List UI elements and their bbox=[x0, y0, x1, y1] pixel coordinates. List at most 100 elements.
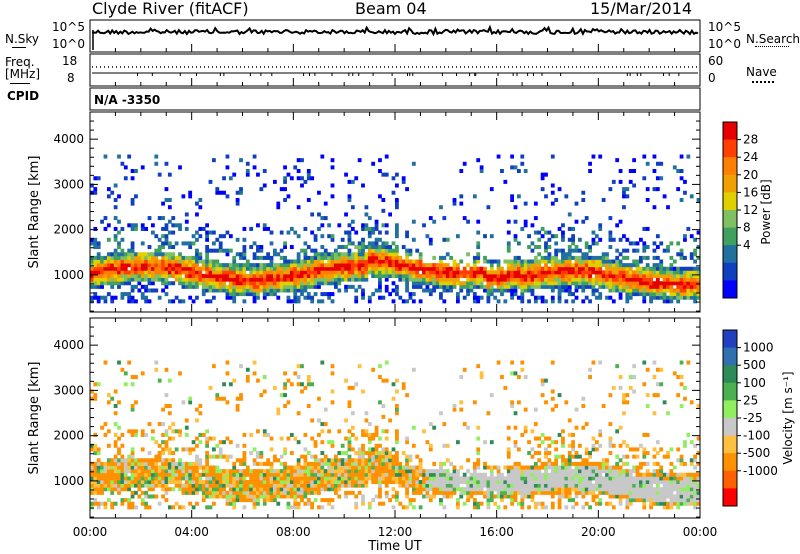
velocity-cell bbox=[225, 479, 230, 485]
power-cell bbox=[212, 284, 216, 289]
velocity-cell bbox=[161, 487, 165, 492]
power-cell bbox=[93, 241, 98, 246]
power-cell bbox=[242, 284, 247, 289]
velocity-cell bbox=[557, 505, 562, 510]
power-cell bbox=[330, 266, 335, 271]
power-cell bbox=[496, 277, 501, 282]
power-cell bbox=[195, 252, 199, 257]
power-cell bbox=[384, 270, 389, 275]
power-cell bbox=[252, 277, 257, 282]
power-cell bbox=[432, 281, 437, 286]
velocity-cell bbox=[554, 454, 559, 459]
velocity-cell bbox=[323, 476, 328, 481]
power-cell bbox=[239, 266, 243, 271]
velocity-cell bbox=[154, 461, 159, 466]
velocity-cell bbox=[266, 483, 271, 488]
velocity-cell bbox=[388, 451, 393, 456]
velocity-cell bbox=[520, 465, 525, 470]
velocity-cell bbox=[649, 490, 653, 495]
velocity-cell bbox=[283, 487, 287, 492]
power-cell bbox=[622, 263, 626, 268]
velocity-cell bbox=[235, 479, 240, 485]
velocity-cell bbox=[327, 465, 332, 470]
velocity-cell bbox=[533, 465, 538, 470]
velocity-cell bbox=[100, 425, 104, 430]
power-cell bbox=[262, 266, 267, 271]
power-cell bbox=[513, 266, 518, 271]
power-cell bbox=[161, 277, 165, 282]
velocity-cell bbox=[439, 472, 443, 477]
velocity-cell bbox=[144, 479, 149, 485]
power-cell bbox=[350, 252, 355, 257]
velocity-cell bbox=[540, 476, 545, 481]
power-cell bbox=[679, 176, 684, 181]
velocity-cell bbox=[110, 505, 115, 510]
velocity-cell bbox=[225, 458, 230, 463]
velocity-cell bbox=[456, 440, 460, 445]
velocity-cell bbox=[601, 458, 606, 463]
power-cell bbox=[676, 270, 681, 275]
velocity-cell bbox=[479, 501, 484, 506]
velocity-cell bbox=[334, 472, 338, 477]
velocity-cell bbox=[493, 476, 498, 481]
power-cell bbox=[561, 259, 565, 264]
velocity-cell bbox=[134, 479, 138, 485]
velocity-cell bbox=[208, 490, 213, 495]
velocity-cell bbox=[439, 465, 443, 470]
power-cell bbox=[191, 281, 196, 286]
power-cell bbox=[310, 299, 315, 304]
power-cell bbox=[693, 284, 698, 289]
power-cell bbox=[550, 270, 555, 275]
power-cell bbox=[527, 284, 531, 289]
power-cell bbox=[344, 270, 348, 275]
velocity-cell bbox=[598, 469, 603, 474]
y-tick-label: 2000 bbox=[53, 223, 84, 237]
power-cell bbox=[381, 295, 386, 300]
velocity-cell bbox=[120, 367, 125, 372]
power-cell bbox=[242, 299, 247, 304]
velocity-cell bbox=[317, 476, 321, 481]
velocity-cell bbox=[361, 389, 365, 394]
power-cell bbox=[517, 284, 521, 289]
power-cell bbox=[689, 281, 694, 286]
power-cell bbox=[347, 252, 352, 257]
power-cell bbox=[205, 281, 210, 286]
velocity-cell bbox=[354, 501, 359, 506]
power-cell bbox=[672, 292, 677, 297]
velocity-cell bbox=[147, 494, 152, 499]
power-cell bbox=[530, 284, 535, 289]
velocity-cell bbox=[645, 487, 650, 492]
velocity-cell bbox=[195, 490, 199, 495]
velocity-cell bbox=[96, 483, 101, 488]
velocity-cell bbox=[442, 461, 447, 466]
power-cell bbox=[605, 259, 609, 264]
velocity-cell bbox=[340, 483, 345, 488]
power-cell bbox=[259, 245, 264, 250]
velocity-cell bbox=[686, 360, 691, 365]
power-cell bbox=[273, 252, 277, 257]
power-heatmap-cells bbox=[90, 154, 701, 304]
power-cell bbox=[239, 158, 243, 163]
velocity-cell bbox=[313, 443, 318, 448]
power-cell bbox=[547, 273, 552, 279]
power-cell bbox=[564, 273, 569, 279]
power-cell bbox=[154, 255, 159, 260]
velocity-cell bbox=[289, 382, 294, 387]
power-cell bbox=[608, 277, 613, 282]
power-cell bbox=[561, 252, 565, 257]
velocity-cell bbox=[117, 400, 121, 405]
power-cell bbox=[628, 277, 633, 282]
velocity-cell bbox=[395, 498, 399, 503]
power-cell bbox=[157, 245, 162, 250]
velocity-cell bbox=[672, 487, 677, 492]
power-cell bbox=[350, 179, 355, 184]
power-cell bbox=[483, 277, 487, 282]
velocity-cell bbox=[134, 429, 138, 434]
velocity-cell bbox=[306, 501, 311, 506]
power-cell bbox=[367, 248, 372, 253]
velocity-cell bbox=[252, 476, 257, 481]
power-cell bbox=[90, 190, 94, 195]
velocity-cell bbox=[456, 498, 460, 503]
power-cell bbox=[303, 284, 308, 289]
power-cell bbox=[527, 266, 531, 271]
